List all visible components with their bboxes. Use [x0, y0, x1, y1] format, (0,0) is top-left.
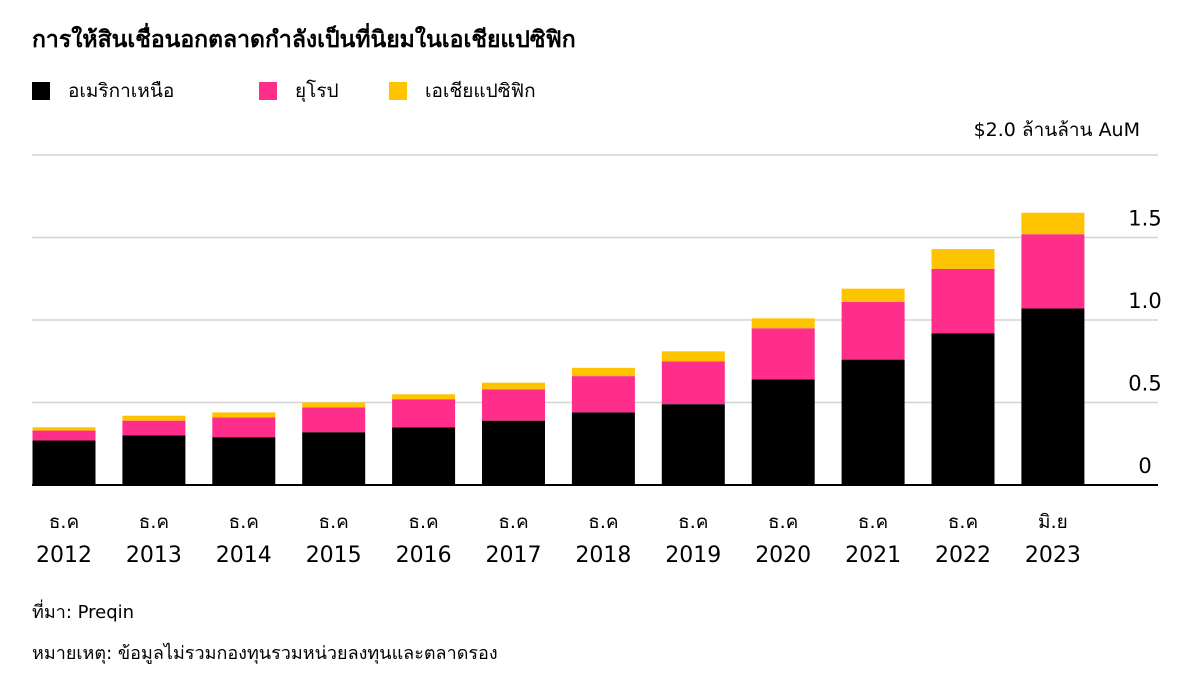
x-tick-label-month: ธ.ค — [229, 511, 259, 533]
bar-segment-asia-pacific — [841, 288, 905, 302]
bar-segment-europe — [212, 417, 276, 438]
x-tick-label-year: 2022 — [935, 543, 991, 568]
bar-segment-europe — [392, 399, 456, 428]
x-tick-label-year: 2016 — [396, 543, 452, 568]
legend-label-asia-pacific: เอเชียแปซิฟิก — [425, 80, 536, 102]
bar-segment-north-america — [302, 432, 366, 485]
bar-segment-europe — [482, 389, 545, 421]
source-note: ที่มา: Preqin — [32, 602, 135, 623]
bar-segment-north-america — [1021, 308, 1085, 485]
x-tick-label-year: 2020 — [755, 543, 811, 568]
bar-segment-north-america — [931, 333, 995, 485]
x-tick-label-year: 2012 — [36, 543, 92, 568]
x-tick-label-month: ธ.ค — [49, 511, 79, 533]
x-tick-label-month: ธ.ค — [408, 511, 438, 533]
x-tick-label-month: ธ.ค — [768, 511, 798, 533]
y-tick-label: 1.5 — [1128, 207, 1161, 231]
bar-segment-asia-pacific — [661, 351, 725, 362]
bar-segment-europe — [122, 420, 186, 436]
bar-segment-asia-pacific — [482, 382, 545, 390]
legend-label-north-america: อเมริกาเหนือ — [68, 80, 175, 102]
x-tick-label-year: 2018 — [575, 543, 631, 568]
bar-segment-north-america — [841, 359, 905, 485]
legend-item-asia-pacific: เอเชียแปซิฟิก — [389, 76, 536, 106]
bar-segment-north-america — [661, 404, 725, 485]
bar-segment-north-america — [751, 379, 815, 485]
chart-title: การให้สินเชื่อนอกตลาดกำลังเป็นที่นิยมในเ… — [32, 27, 576, 53]
x-tick-label-month: ธ.ค — [588, 511, 618, 533]
bar-segment-north-america — [122, 435, 186, 485]
bar-segment-asia-pacific — [302, 402, 366, 408]
bar-segment-asia-pacific — [571, 367, 635, 377]
legend-item-europe: ยุโรป — [259, 76, 339, 106]
bar-segment-europe — [931, 268, 995, 334]
bar-segment-asia-pacific — [212, 412, 276, 418]
x-tick-label-year: 2019 — [665, 543, 721, 568]
bar-segment-europe — [302, 407, 366, 433]
legend-item-north-america: อเมริกาเหนือ — [32, 76, 174, 106]
legend-swatch-north-america — [32, 82, 50, 100]
bar-segment-europe — [1021, 234, 1085, 309]
bar-segment-asia-pacific — [1021, 212, 1085, 235]
bar-segment-north-america — [571, 412, 635, 485]
bar-segment-europe — [661, 361, 725, 405]
bar-segment-europe — [751, 328, 815, 380]
x-tick-label-year: 2014 — [216, 543, 272, 568]
x-tick-label-month: ธ.ค — [948, 511, 978, 533]
legend-swatch-asia-pacific — [389, 82, 407, 100]
bar-segment-asia-pacific — [751, 318, 815, 329]
bar-segment-europe — [571, 376, 635, 413]
x-tick-label-month: ธ.ค — [319, 511, 349, 533]
x-tick-label-month: ธ.ค — [498, 511, 528, 533]
x-tick-label-month: ธ.ค — [678, 511, 708, 533]
x-tick-label-month: มิ.ย — [1038, 511, 1068, 533]
y-tick-label: 0.5 — [1128, 372, 1161, 396]
y-tick-label: 0 — [1138, 454, 1151, 478]
bar-segment-north-america — [212, 437, 276, 485]
x-tick-label-year: 2023 — [1025, 543, 1081, 568]
x-tick-label-month: ธ.ค — [858, 511, 888, 533]
unit-label: $2.0 ล้านล้าน AuM — [973, 119, 1140, 141]
legend-label-europe: ยุโรป — [295, 80, 339, 102]
bar-segment-north-america — [392, 427, 456, 485]
bar-segment-europe — [841, 301, 905, 360]
x-tick-label-month: ธ.ค — [139, 511, 169, 533]
bar-segment-asia-pacific — [32, 427, 96, 431]
legend: อเมริกาเหนือ ยุโรป เอเชียแปซิฟิก — [32, 76, 732, 102]
bar-segment-north-america — [32, 440, 96, 485]
x-tick-label-year: 2017 — [486, 543, 542, 568]
x-tick-label-year: 2013 — [126, 543, 182, 568]
legend-swatch-europe — [259, 82, 277, 100]
bar-segment-north-america — [482, 420, 545, 485]
x-tick-label-year: 2015 — [306, 543, 362, 568]
y-tick-label: 1.0 — [1128, 289, 1161, 313]
x-tick-label-year: 2021 — [845, 543, 901, 568]
bar-segment-asia-pacific — [392, 394, 456, 400]
bar-segment-asia-pacific — [122, 415, 186, 421]
footnote: หมายเหตุ: ข้อมูลไม่รวมกองทุนรวมหน่วยลงทุ… — [32, 643, 498, 664]
bar-segment-asia-pacific — [931, 249, 995, 269]
bar-segment-europe — [32, 430, 96, 441]
